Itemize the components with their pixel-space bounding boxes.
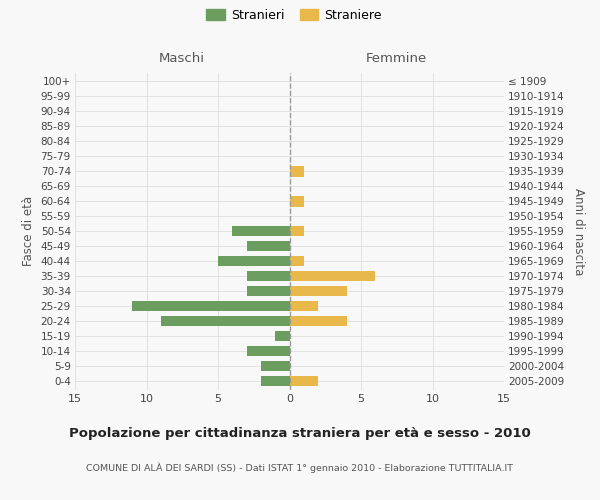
- Bar: [261, 361, 290, 372]
- Bar: [247, 286, 290, 296]
- Bar: [161, 316, 290, 326]
- Bar: [290, 286, 347, 296]
- Bar: [290, 301, 318, 312]
- Bar: [261, 376, 290, 386]
- Bar: [232, 226, 290, 236]
- Bar: [290, 196, 304, 206]
- Bar: [290, 316, 347, 326]
- Bar: [247, 271, 290, 281]
- Legend: Stranieri, Straniere: Stranieri, Straniere: [203, 6, 385, 24]
- Bar: [290, 226, 304, 236]
- Bar: [247, 346, 290, 356]
- Bar: [290, 376, 318, 386]
- Text: Femmine: Femmine: [366, 52, 427, 65]
- Y-axis label: Fasce di età: Fasce di età: [22, 196, 35, 266]
- Bar: [290, 271, 376, 281]
- Text: COMUNE DI ALÀ DEI SARDI (SS) - Dati ISTAT 1° gennaio 2010 - Elaborazione TUTTITA: COMUNE DI ALÀ DEI SARDI (SS) - Dati ISTA…: [86, 462, 514, 473]
- Bar: [290, 166, 304, 176]
- Bar: [132, 301, 290, 312]
- Bar: [275, 331, 290, 342]
- Bar: [218, 256, 290, 266]
- Bar: [290, 256, 304, 266]
- Text: Popolazione per cittadinanza straniera per età e sesso - 2010: Popolazione per cittadinanza straniera p…: [69, 428, 531, 440]
- Text: Maschi: Maschi: [159, 52, 205, 65]
- Y-axis label: Anni di nascita: Anni di nascita: [572, 188, 585, 275]
- Bar: [247, 241, 290, 252]
